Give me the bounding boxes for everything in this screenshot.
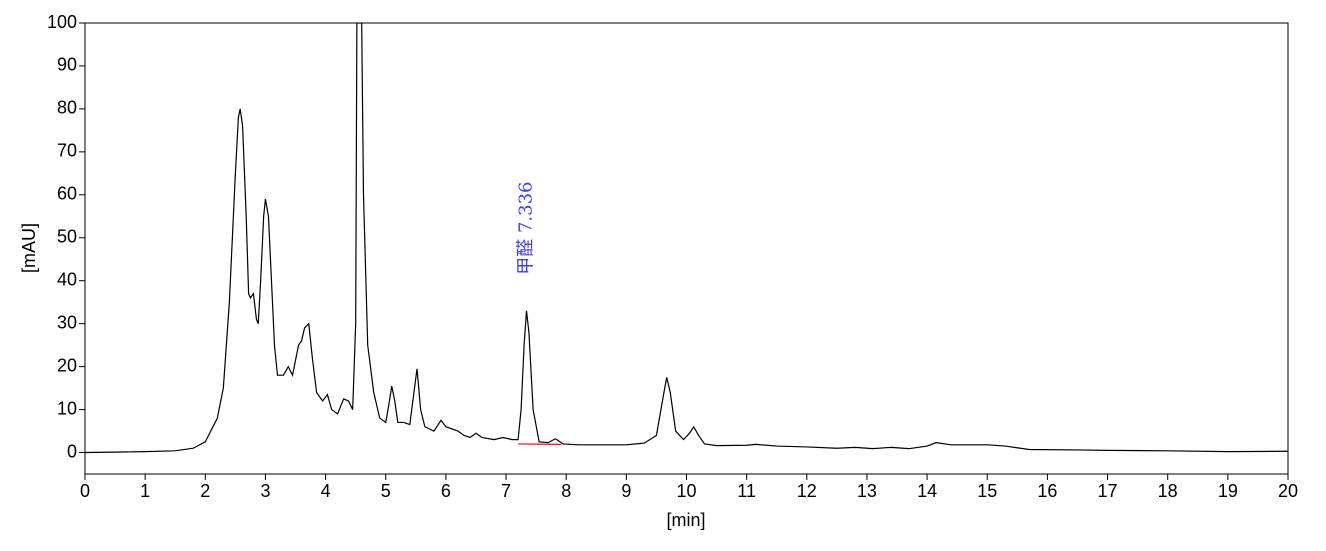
x-tick-label: 5 (381, 481, 391, 501)
x-tick-label: 7 (501, 481, 511, 501)
y-tick-label: 90 (57, 55, 77, 75)
plot-frame (85, 23, 1288, 474)
y-tick-label: 70 (57, 141, 77, 161)
x-tick-label: 1 (140, 481, 150, 501)
x-tick-label: 8 (561, 481, 571, 501)
x-tick-label: 20 (1278, 481, 1298, 501)
y-tick-label: 60 (57, 184, 77, 204)
y-tick-label: 20 (57, 355, 77, 375)
x-tick-label: 18 (1158, 481, 1178, 501)
x-axis-label: [min] (666, 510, 705, 530)
peak-annotation: 甲醛 7.336 (515, 182, 536, 275)
x-tick-label: 19 (1218, 481, 1238, 501)
y-tick-label: 0 (67, 441, 77, 461)
x-tick-label: 4 (321, 481, 331, 501)
x-tick-label: 13 (857, 481, 877, 501)
x-tick-label: 6 (441, 481, 451, 501)
x-tick-label: 11 (737, 481, 756, 501)
x-tick-label: 16 (1037, 481, 1057, 501)
y-axis-label: [mAU] (19, 223, 39, 273)
chromatogram-line (85, 23, 1288, 453)
plot-area (85, 23, 1288, 453)
x-tick-label: 12 (797, 481, 817, 501)
y-tick-label: 80 (57, 98, 77, 118)
y-tick-label: 30 (57, 312, 77, 332)
y-tick-label: 40 (57, 269, 77, 289)
x-tick-label: 2 (200, 481, 210, 501)
x-tick-label: 15 (977, 481, 997, 501)
x-tick-label: 17 (1098, 481, 1118, 501)
x-tick-label: 0 (80, 481, 90, 501)
x-tick-label: 3 (260, 481, 270, 501)
y-tick-label: 10 (57, 398, 77, 418)
y-tick-label: 50 (57, 227, 77, 247)
x-tick-label: 14 (917, 481, 937, 501)
x-tick-label: 10 (676, 481, 696, 501)
x-tick-label: 9 (621, 481, 631, 501)
y-tick-label: 100 (47, 12, 77, 32)
